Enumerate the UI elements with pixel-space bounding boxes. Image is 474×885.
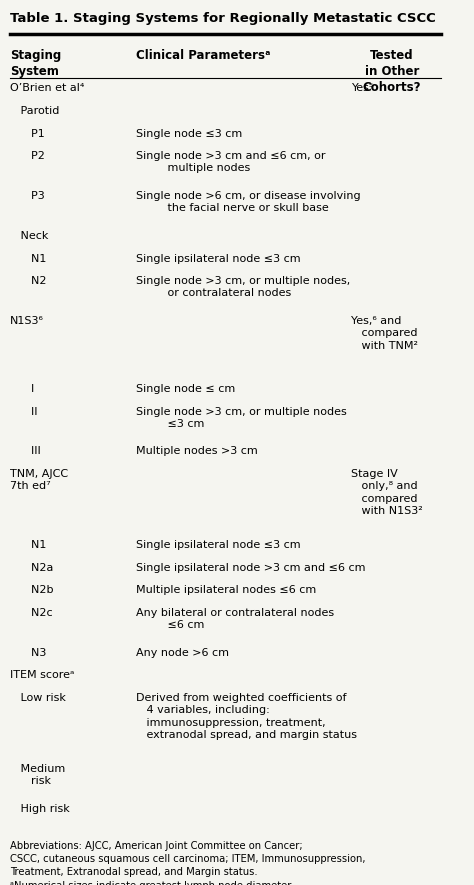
Text: II: II [10, 406, 38, 417]
Text: Multiple nodes >3 cm: Multiple nodes >3 cm [136, 447, 258, 457]
Text: P2: P2 [10, 151, 45, 161]
Text: Tested
in Other
Cohorts?: Tested in Other Cohorts? [363, 49, 421, 94]
Text: P3: P3 [10, 191, 45, 201]
Text: Yes⁵: Yes⁵ [352, 83, 374, 94]
Text: Low risk: Low risk [10, 693, 66, 703]
Text: Single node >3 cm, or multiple nodes
         ≤3 cm: Single node >3 cm, or multiple nodes ≤3 … [136, 406, 347, 429]
Text: Clinical Parametersᵃ: Clinical Parametersᵃ [136, 49, 271, 62]
Text: N1S3⁶: N1S3⁶ [10, 316, 44, 326]
Text: Single node ≤3 cm: Single node ≤3 cm [136, 128, 242, 139]
Text: N2a: N2a [10, 563, 54, 573]
Text: N1: N1 [10, 540, 47, 550]
Text: Single node ≤ cm: Single node ≤ cm [136, 384, 235, 394]
Text: Single ipsilateral node >3 cm and ≤6 cm: Single ipsilateral node >3 cm and ≤6 cm [136, 563, 365, 573]
Text: Table 1. Staging Systems for Regionally Metastatic CSCC: Table 1. Staging Systems for Regionally … [10, 12, 436, 26]
Text: ITEM scoreᵃ: ITEM scoreᵃ [10, 670, 75, 681]
Text: TNM, AJCC
7th ed⁷: TNM, AJCC 7th ed⁷ [10, 469, 68, 491]
Text: N2: N2 [10, 276, 47, 286]
Text: Single node >3 cm and ≤6 cm, or
         multiple nodes: Single node >3 cm and ≤6 cm, or multiple… [136, 151, 326, 173]
Text: High risk: High risk [10, 804, 70, 814]
Text: Any bilateral or contralateral nodes
         ≤6 cm: Any bilateral or contralateral nodes ≤6 … [136, 608, 334, 630]
Text: N2b: N2b [10, 585, 54, 596]
Text: Neck: Neck [10, 231, 49, 241]
Text: N1: N1 [10, 253, 47, 264]
Text: P1: P1 [10, 128, 45, 139]
Text: Single node >3 cm, or multiple nodes,
         or contralateral nodes: Single node >3 cm, or multiple nodes, or… [136, 276, 350, 298]
Text: Parotid: Parotid [10, 106, 60, 116]
Text: Stage IV
   only,⁸ and
   compared
   with N1S3²: Stage IV only,⁸ and compared with N1S3² [352, 469, 423, 516]
Text: III: III [10, 447, 41, 457]
Text: Yes,⁶ and
   compared
   with TNM²: Yes,⁶ and compared with TNM² [352, 316, 419, 350]
Text: O’Brien et al⁴: O’Brien et al⁴ [10, 83, 85, 94]
Text: Staging
System: Staging System [10, 49, 62, 78]
Text: Single ipsilateral node ≤3 cm: Single ipsilateral node ≤3 cm [136, 253, 301, 264]
Text: I: I [10, 384, 35, 394]
Text: Medium
      risk: Medium risk [10, 764, 65, 787]
Text: Any node >6 cm: Any node >6 cm [136, 648, 229, 658]
Text: N2c: N2c [10, 608, 53, 618]
Text: Single node >6 cm, or disease involving
         the facial nerve or skull base: Single node >6 cm, or disease involving … [136, 191, 361, 213]
Text: Abbreviations: AJCC, American Joint Committee on Cancer;
CSCC, cutaneous squamou: Abbreviations: AJCC, American Joint Comm… [10, 841, 366, 885]
Text: Single ipsilateral node ≤3 cm: Single ipsilateral node ≤3 cm [136, 540, 301, 550]
Text: Multiple ipsilateral nodes ≤6 cm: Multiple ipsilateral nodes ≤6 cm [136, 585, 316, 596]
Text: Derived from weighted coefficients of
   4 variables, including:
   immunosuppre: Derived from weighted coefficients of 4 … [136, 693, 357, 740]
Text: N3: N3 [10, 648, 47, 658]
